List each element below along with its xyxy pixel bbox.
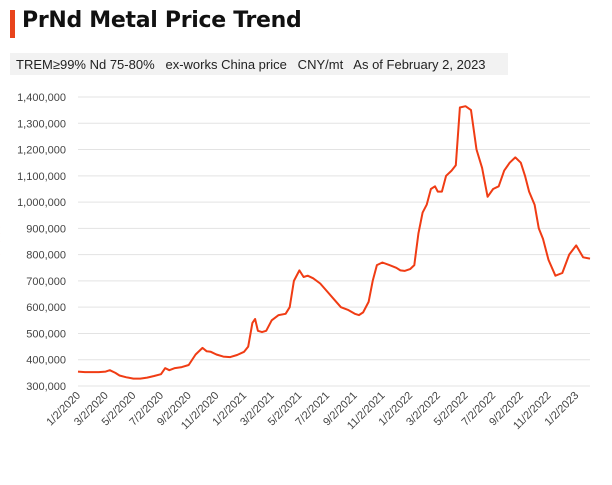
y-tick-label: 1,300,000 — [17, 118, 66, 130]
price-line — [77, 105, 591, 380]
y-tick-label: 1,200,000 — [17, 145, 66, 157]
y-tick-label: 600,000 — [26, 302, 66, 314]
title-accent-bar — [10, 10, 15, 38]
subtitle-box — [10, 53, 508, 75]
y-axis-ticks: 1,400,000 1,300,000 1,200,000 1,100,000 1,00… — [17, 92, 66, 393]
page-title: PrNd Metal Price Trend — [22, 8, 302, 33]
y-tick-label: 1,400,000 — [17, 92, 66, 104]
chart-subtitle: TREM≥99% Nd 75-80% ex-works China price … — [16, 57, 486, 72]
y-tick-label: 700,000 — [26, 276, 66, 288]
y-tick-label: 800,000 — [26, 250, 66, 262]
y-tick-label: 400,000 — [26, 355, 66, 367]
y-tick-label: 300,000 — [26, 381, 66, 393]
y-tick-label: 500,000 — [26, 328, 66, 340]
series-layer — [0, 105, 591, 380]
y-tick-label: 1,100,000 — [17, 171, 66, 183]
y-tick-label: 900,000 — [26, 223, 66, 235]
gridlines — [78, 96, 590, 387]
y-tick-label: 1,000,000 — [17, 197, 66, 209]
x-axis-ticks: 1/2/20203/2/20205/2/20207/2/20209/2/2020… — [44, 390, 581, 433]
